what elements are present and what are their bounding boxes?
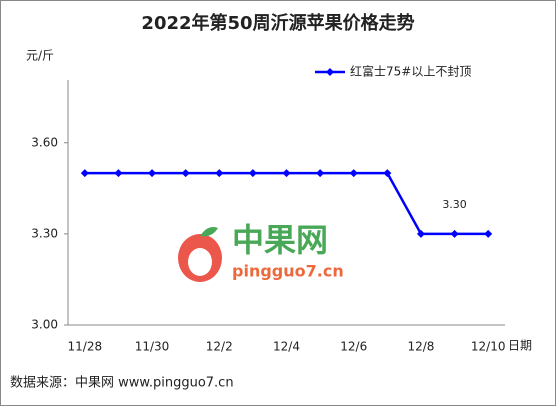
y-tick-label: 3.60 <box>31 135 58 149</box>
chart-title: 2022年第50周沂源苹果价格走势 <box>141 12 414 34</box>
marker <box>114 169 123 178</box>
x-tick-label: 11/28 <box>68 340 103 354</box>
marker <box>181 169 190 178</box>
marker <box>282 169 291 178</box>
marker <box>349 169 358 178</box>
legend-label: 红富士75#以上不封顶 <box>350 64 471 79</box>
apple-leaf <box>200 227 218 237</box>
y-tick-label: 3.00 <box>31 318 58 332</box>
x-tick-label: 12/10 <box>471 340 506 354</box>
watermark: 中果网 pingguo7.cn <box>178 221 344 282</box>
marker <box>450 229 459 238</box>
legend-marker <box>326 68 334 76</box>
marker <box>316 169 325 178</box>
x-tick-label: 11/30 <box>135 340 170 354</box>
marker <box>416 229 425 238</box>
x-axis-label: 日期 <box>508 339 532 353</box>
x-tick-label: 12/4 <box>273 340 300 354</box>
marker <box>383 169 392 178</box>
source-note: 数据来源：中果网 www.pingguo7.cn <box>10 376 234 391</box>
y-tick-label: 3.30 <box>31 226 58 240</box>
data-label: 3.30 <box>442 198 467 211</box>
x-tick-label: 12/2 <box>206 340 233 354</box>
apple-icon <box>188 248 212 276</box>
marker <box>215 169 224 178</box>
x-tick-label: 12/6 <box>340 340 367 354</box>
watermark-url: pingguo7.cn <box>232 262 344 281</box>
x-tick-label: 12/8 <box>407 340 434 354</box>
watermark-name: 中果网 <box>232 221 328 259</box>
marker <box>248 169 257 178</box>
marker <box>148 169 157 178</box>
marker <box>484 229 493 238</box>
y-axis-label: 元/斤 <box>26 49 54 63</box>
marker <box>80 169 89 178</box>
